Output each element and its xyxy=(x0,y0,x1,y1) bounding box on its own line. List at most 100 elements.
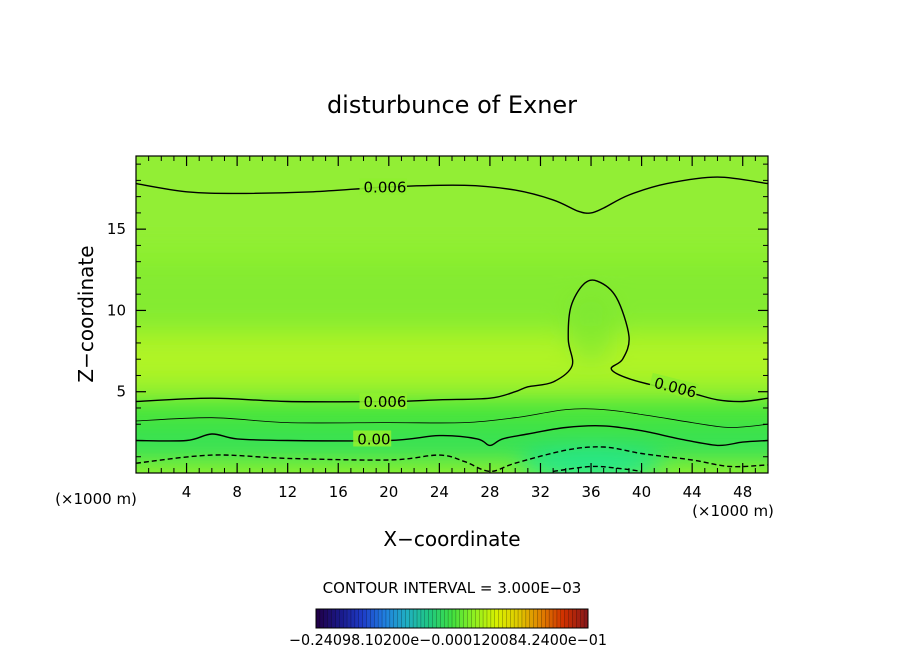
colorbar-cell xyxy=(479,609,484,628)
colorbar-cell xyxy=(413,609,418,628)
colorbar-cell xyxy=(397,609,402,628)
contour-line-5 xyxy=(553,465,642,473)
y-axis-label: Z−coordinate xyxy=(74,245,98,382)
field-band-low-2 xyxy=(136,433,768,460)
colorbar-cell xyxy=(553,609,558,628)
colorbar-cell xyxy=(401,609,406,628)
contour-label-3: 0.00 xyxy=(353,430,392,448)
field-band-low-1 xyxy=(136,399,768,438)
svg-text:0.00: 0.00 xyxy=(357,430,390,448)
contour-line-2 xyxy=(136,408,768,428)
colorbar-cell xyxy=(428,609,433,628)
colorbar-cell xyxy=(506,609,511,628)
colorbar-cell xyxy=(374,609,379,628)
colorbar-cell xyxy=(405,609,410,628)
colorbar-cell xyxy=(545,609,550,628)
colorbar-cell xyxy=(580,609,585,628)
y-tick-label: 5 xyxy=(116,383,126,401)
colorbar-cell xyxy=(316,609,321,628)
colorbar-cell xyxy=(568,609,573,628)
colorbar-cell xyxy=(452,609,457,628)
colorbar-cell xyxy=(514,609,519,628)
colorbar-cell xyxy=(486,609,492,628)
colorbar-cell xyxy=(358,609,363,628)
x-tick-label: 44 xyxy=(683,483,702,501)
x-tick-label: 24 xyxy=(430,483,449,501)
colorbar-cell xyxy=(471,609,476,628)
x-tick-label: 12 xyxy=(278,483,297,501)
contour-field xyxy=(136,156,768,473)
colorbar-cell xyxy=(572,609,577,628)
field-band-upper xyxy=(136,156,768,246)
chart-title: disturbunce of Exner xyxy=(327,91,577,119)
colorbar-cell xyxy=(459,609,464,628)
colorbar-cell xyxy=(331,609,336,628)
colorbar-cell xyxy=(339,609,344,628)
x-axis-label: X−coordinate xyxy=(383,527,520,551)
x-tick-label: 28 xyxy=(480,483,499,501)
colorbar-cell xyxy=(366,609,371,628)
svg-text:0.006: 0.006 xyxy=(364,393,407,411)
colorbar-cell xyxy=(354,609,360,628)
colorbar-cell xyxy=(350,609,356,628)
colorbar-cell xyxy=(560,609,565,628)
colorbar-cell xyxy=(436,609,441,628)
colorbar-cell xyxy=(455,609,461,628)
colorbar-cell xyxy=(463,609,468,628)
colorbar-cell xyxy=(382,609,387,628)
colorbar-cell xyxy=(448,609,453,628)
colorbar-cell xyxy=(327,609,332,628)
colorbar-cell xyxy=(420,609,426,628)
colorbar-cell xyxy=(576,609,581,628)
colorbar-frame xyxy=(315,608,589,629)
colorbar-labels: −0.24098.10200e−0.000120084.2400e−01 xyxy=(289,631,607,649)
field-plume xyxy=(565,290,618,363)
colorbar-cell xyxy=(510,609,515,628)
contour-line-4 xyxy=(136,446,768,473)
colorbar-cell xyxy=(323,609,328,628)
colorbar-cell xyxy=(347,609,352,628)
colorbar-cell xyxy=(335,609,340,628)
x-tick-label: 16 xyxy=(329,483,348,501)
contour-label-0: 0.006 xyxy=(359,178,408,197)
y-unit-label: (×1000 m) xyxy=(55,490,137,508)
colorbar-cell xyxy=(389,609,395,628)
x-tick-label: 40 xyxy=(632,483,651,501)
colorbar-cell xyxy=(490,609,496,628)
colorbar-cell xyxy=(564,609,569,628)
colorbar-cell xyxy=(424,609,429,628)
x-tick-label: 48 xyxy=(733,483,752,501)
x-tick-label: 20 xyxy=(379,483,398,501)
colorbar-cell xyxy=(370,609,375,628)
colorbar-cell xyxy=(494,609,499,628)
x-tick-label: 32 xyxy=(531,483,550,501)
colorbar-cell xyxy=(537,609,542,628)
colorbar-cell xyxy=(417,609,422,628)
contour-line-3 xyxy=(136,425,768,447)
colorbar-cell xyxy=(378,609,383,628)
svg-text:0.006: 0.006 xyxy=(364,179,407,197)
colorbar-cell xyxy=(475,609,480,628)
colorbar-cell xyxy=(556,609,562,628)
colorbar-cell xyxy=(444,609,449,628)
colorbar-cell xyxy=(525,609,531,628)
field-band-mid xyxy=(136,261,768,327)
x-tick-label: 8 xyxy=(232,483,242,501)
colorbar-cell xyxy=(498,609,503,628)
colorbar-cell xyxy=(385,609,391,628)
colorbar-cell xyxy=(409,609,414,628)
y-tick-label: 10 xyxy=(107,301,126,319)
field-band-low-3 xyxy=(521,452,662,473)
colorbar-cell xyxy=(362,609,367,628)
colorbar-cell xyxy=(549,609,554,628)
colorbar-cell xyxy=(584,609,589,628)
contour-label-1: 0.006 xyxy=(359,393,408,411)
x-unit-label: (×1000 m) xyxy=(692,502,774,520)
colorbar-cell xyxy=(432,609,437,628)
contour-line-0 xyxy=(136,176,768,214)
colorbar-cell xyxy=(529,609,534,628)
field-band-bright xyxy=(136,334,768,384)
x-tick-label: 36 xyxy=(581,483,600,501)
